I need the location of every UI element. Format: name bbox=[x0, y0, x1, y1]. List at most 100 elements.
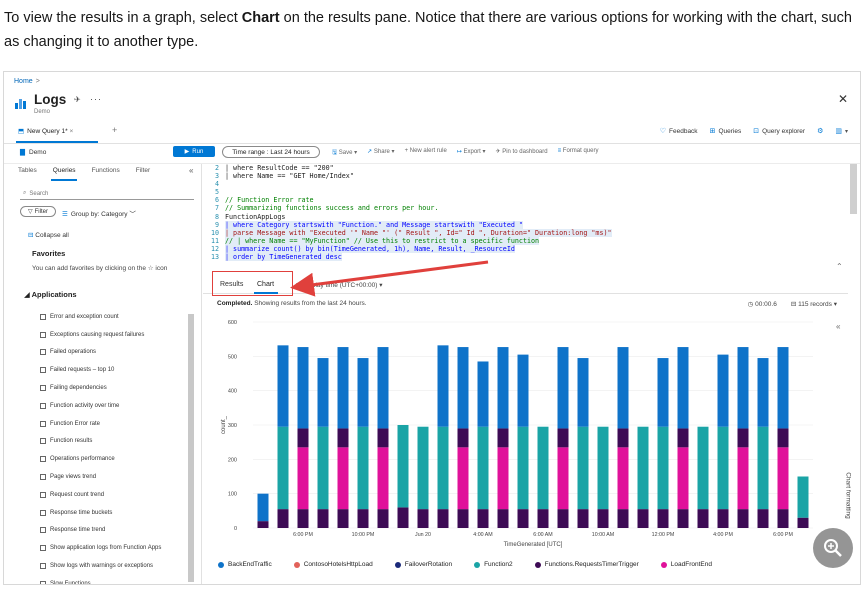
layout-button[interactable]: ▥ ▾ bbox=[835, 127, 848, 135]
sidebar-query-item[interactable]: Page views trend bbox=[40, 468, 161, 486]
bar-segment bbox=[557, 428, 569, 448]
records-readout: ⊟ 115 records ▾ bbox=[790, 301, 837, 308]
bar-segment bbox=[477, 361, 489, 427]
bar-segment bbox=[777, 347, 789, 429]
legend-item[interactable]: FailoverRotation bbox=[394, 561, 453, 568]
collapse-all-button[interactable]: ⊟ Collapse all bbox=[28, 231, 69, 239]
sidebar-query-item[interactable]: Exceptions causing request failures bbox=[40, 326, 161, 344]
editor-scrollbar[interactable] bbox=[850, 164, 857, 214]
bar-segment bbox=[677, 447, 689, 510]
sidebar-query-item[interactable]: Response time buckets bbox=[40, 504, 161, 522]
code-segment: | summarize count() by bin(TimeGenerated… bbox=[225, 244, 515, 253]
format-query-button[interactable]: ≡ Format query bbox=[558, 148, 599, 158]
export-button[interactable]: ↦ Export ▾ bbox=[456, 149, 486, 155]
time-range-picker[interactable]: Time range : Last 24 hours bbox=[222, 146, 320, 158]
share-icon: ↗ bbox=[367, 149, 373, 155]
sidebar-query-item[interactable]: Function Error rate bbox=[40, 415, 161, 433]
bar-segment bbox=[337, 509, 349, 528]
feedback-button[interactable]: ♡ Feedback bbox=[660, 127, 698, 136]
tab-chart[interactable]: Chart bbox=[257, 281, 275, 288]
legend-item[interactable]: Function2 bbox=[474, 561, 513, 568]
collapse-sidebar-icon[interactable]: « bbox=[189, 166, 194, 175]
legend-item[interactable]: BackEndTraffic bbox=[218, 561, 272, 568]
sidebar-query-item[interactable]: Show application logs from Function Apps bbox=[40, 539, 161, 557]
line-number: 10 bbox=[210, 228, 219, 237]
bar-segment bbox=[637, 509, 649, 528]
display-time-label: Display time (UTC+00:00) bbox=[302, 282, 378, 289]
bar-segment bbox=[477, 426, 489, 510]
code-text: | where Category startswith "Function." … bbox=[225, 220, 523, 229]
x-tick-label: Jun 20 bbox=[415, 532, 431, 538]
query-item-icon bbox=[40, 385, 46, 392]
line-number: 3 bbox=[214, 172, 219, 181]
queries-button[interactable]: ⊞ Queries bbox=[709, 127, 742, 136]
bar-segment bbox=[797, 517, 809, 528]
export-label: Export bbox=[463, 149, 481, 155]
bar-segment bbox=[357, 509, 369, 528]
zoom-image-button[interactable] bbox=[813, 528, 853, 568]
sidebar-query-item[interactable]: Show logs with warnings or exceptions bbox=[40, 557, 161, 575]
legend-item[interactable]: LoadFrontEnd bbox=[660, 561, 712, 568]
close-icon[interactable]: ✕ bbox=[837, 92, 848, 106]
display-time-dropdown[interactable]: ◷ Display time (UTC+00:00) ▾ bbox=[295, 282, 383, 289]
sidebar-query-item[interactable]: Operations performance bbox=[40, 450, 161, 468]
format-icon: ≡ bbox=[557, 148, 562, 154]
collapse-editor-icon[interactable]: ⌃ bbox=[836, 262, 843, 271]
bar-segment bbox=[397, 507, 409, 528]
sidebar-query-item[interactable]: Slow Functions bbox=[40, 575, 161, 584]
sidebar-query-item[interactable]: Response time trend bbox=[40, 522, 161, 540]
sidebar-tab-tables[interactable]: Tables bbox=[18, 167, 37, 174]
tab-chart-indicator bbox=[254, 292, 278, 294]
settings-button[interactable]: ⚙ bbox=[817, 127, 823, 135]
sidebar-query-item[interactable]: Function results bbox=[40, 433, 161, 451]
group-by-dropdown[interactable]: ☰ Group by: Category ﹀ bbox=[62, 208, 136, 218]
legend-item[interactable]: Functions.RequestsTimerTrigger bbox=[534, 561, 639, 568]
results-status: Completed. Showing results from the last… bbox=[217, 300, 837, 312]
query-item-label: Response time buckets bbox=[50, 509, 113, 516]
tab-results[interactable]: Results bbox=[220, 281, 244, 288]
sidebar-query-item[interactable]: Error and exception count bbox=[40, 308, 161, 326]
legend-label: FailoverRotation bbox=[404, 561, 453, 568]
breadcrumb-home-link[interactable]: Home bbox=[14, 78, 33, 85]
add-tab-icon[interactable]: + bbox=[112, 125, 118, 135]
bar-segment bbox=[257, 521, 269, 528]
queries-icon: ⊞ bbox=[709, 128, 716, 135]
run-button[interactable]: ▶ Run bbox=[173, 146, 215, 157]
tab-close-icon[interactable]: × bbox=[69, 128, 74, 135]
query-item-icon bbox=[40, 438, 46, 445]
sidebar-search-input[interactable]: ⌕ Search bbox=[20, 188, 194, 200]
query-editor[interactable]: 2 | where ResultCode == "200" 3 | where Nam… bbox=[203, 164, 848, 270]
sidebar-tab-filter[interactable]: Filter bbox=[135, 167, 151, 174]
sidebar-scrollbar[interactable] bbox=[188, 314, 194, 582]
sidebar-query-item[interactable]: Failed operations bbox=[40, 344, 161, 362]
bar-segment bbox=[617, 347, 629, 429]
sidebar-query-item[interactable]: Request count trend bbox=[40, 486, 161, 504]
sidebar-query-item[interactable]: Failing dependencies bbox=[40, 379, 161, 397]
more-options-icon[interactable]: ··· bbox=[90, 94, 102, 104]
plus-icon: + bbox=[404, 148, 409, 154]
sidebar-query-item[interactable]: Failed requests – top 10 bbox=[40, 361, 161, 379]
query-explorer-button[interactable]: ⊡ Query explorer bbox=[753, 127, 805, 136]
legend-swatch bbox=[534, 561, 541, 568]
breadcrumb-separator: > bbox=[35, 78, 40, 85]
filter-button[interactable]: ▽ Filter bbox=[20, 206, 56, 217]
share-button[interactable]: ↗ Share ▾ bbox=[367, 149, 395, 155]
new-alert-rule-button[interactable]: + New alert rule bbox=[405, 148, 447, 158]
query-item-icon bbox=[40, 313, 46, 320]
code-segment: | where Name == "GET Home/Index" bbox=[225, 172, 354, 181]
line-number: 12 bbox=[210, 244, 219, 253]
applications-heading[interactable]: ◢ Applications bbox=[24, 290, 77, 299]
bar-segment bbox=[297, 347, 309, 429]
pin-icon[interactable]: ✈ bbox=[74, 95, 81, 104]
layout-chevron-icon: ▾ bbox=[844, 128, 848, 135]
chart-panel-collapse-icon[interactable]: « bbox=[836, 322, 841, 331]
tab-new-query[interactable]: ⬒ New Query 1* × bbox=[18, 127, 73, 135]
sidebar-tab-functions[interactable]: Functions bbox=[91, 167, 120, 174]
code-segment: FunctionAppLogs bbox=[225, 212, 286, 221]
sidebar-query-item[interactable]: Function activity over time bbox=[40, 397, 161, 415]
sidebar-tab-queries[interactable]: Queries bbox=[52, 167, 76, 174]
legend-item[interactable]: ContosoHotelsHttpLoad bbox=[293, 561, 373, 568]
pin-dashboard-button[interactable]: ✈ Pin to dashboard bbox=[496, 148, 548, 158]
save-button[interactable]: 🖫 Save ▾ bbox=[332, 150, 358, 156]
scope-selector[interactable]: ▇ Demo bbox=[20, 148, 46, 156]
